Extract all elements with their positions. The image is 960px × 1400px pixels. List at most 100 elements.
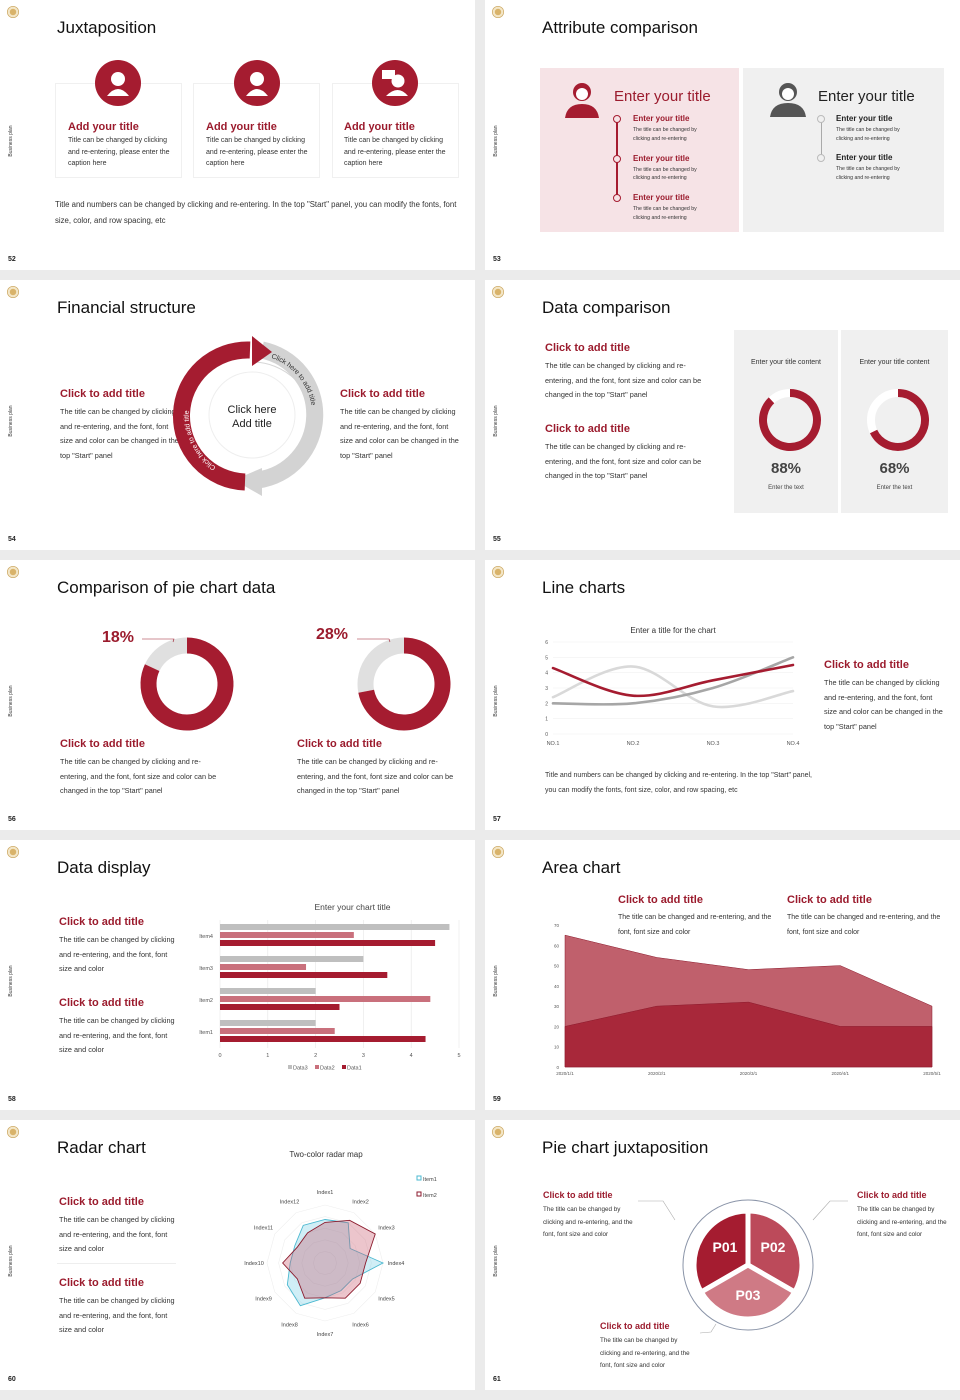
user-icon bbox=[234, 60, 280, 106]
page-number: 52 bbox=[8, 256, 16, 263]
x-tick-label: NO.4 bbox=[787, 741, 800, 747]
page-number: 59 bbox=[493, 1096, 501, 1103]
donut-value-arc bbox=[759, 389, 821, 451]
item-title: Enter your title bbox=[633, 193, 690, 202]
bar-chart: 0 1 2 3 4 5 Item1 Item2 Item3 Item4 Data3 Data2 Data… bbox=[199, 920, 461, 1072]
block-title: Click to add title bbox=[60, 388, 145, 400]
x-tick-label: 3 bbox=[362, 1053, 365, 1059]
x-tick-label: 2 bbox=[314, 1053, 317, 1059]
chart-title: Enter a title for the chart bbox=[630, 626, 716, 635]
slide-title: Financial structure bbox=[57, 298, 196, 317]
timeline-line bbox=[821, 119, 822, 158]
slide-title: Area chart bbox=[542, 858, 621, 877]
slide-60[interactable]: Business plan 60 Radar chart Click to ad… bbox=[0, 1120, 475, 1390]
connector-line bbox=[699, 1323, 717, 1334]
slide-title: Pie chart juxtaposition bbox=[542, 1138, 709, 1157]
slide-52[interactable]: Business plan 52 Juxtaposition Add your … bbox=[0, 0, 475, 270]
divider bbox=[57, 1263, 176, 1264]
y-tick-label: Item2 bbox=[199, 998, 213, 1004]
pie-segment-p03 bbox=[697, 1262, 799, 1322]
radar-chart: Index1 Index2 Index3 Index4 Index5 Index6 Inde… bbox=[244, 1175, 437, 1338]
slide-title: Data comparison bbox=[542, 298, 671, 317]
block-title: Click to add title bbox=[545, 342, 630, 354]
radar-grid bbox=[278, 1216, 372, 1310]
pie-slice-red bbox=[358, 637, 451, 731]
radar-grid bbox=[301, 1239, 349, 1287]
radar-axis-label: Index10 bbox=[244, 1261, 264, 1267]
slide-61[interactable]: Business plan 61 Pie chart juxtaposition… bbox=[485, 1120, 960, 1390]
red-arc[interactable] bbox=[172, 341, 251, 491]
timeline-dot bbox=[613, 154, 621, 163]
block-text: The title can be changed by clicking and… bbox=[60, 757, 217, 795]
item-title: Enter your title bbox=[633, 114, 690, 123]
block-text: The title can be changed by clicking and… bbox=[59, 1215, 175, 1253]
percent-value: 68% bbox=[879, 460, 910, 477]
bar-data2 bbox=[220, 964, 307, 970]
logo-icon bbox=[492, 1126, 504, 1138]
block-title: Click to add title bbox=[59, 916, 144, 928]
radar-grid bbox=[313, 1251, 337, 1275]
block-text: The title can be changed by clicking and… bbox=[545, 361, 702, 399]
x-tick-label: 5 bbox=[457, 1053, 460, 1059]
card-caption: Enter the text bbox=[768, 485, 804, 491]
pie-label: 18% bbox=[102, 629, 135, 646]
gray-arrowhead bbox=[234, 468, 262, 496]
bar-data2 bbox=[220, 996, 431, 1002]
y-tick-label: 30 bbox=[554, 1004, 560, 1009]
block-title: Click to add title bbox=[297, 738, 382, 750]
slide-59[interactable]: Business plan 59 Area chart 0 10 20 30 40 50 6… bbox=[485, 840, 960, 1110]
slide-57[interactable]: Business plan 57 Line charts Enter a tit… bbox=[485, 560, 960, 830]
y-tick-label: 0 bbox=[545, 732, 548, 738]
y-tick-label: 60 bbox=[554, 943, 560, 948]
radar-series-item2 bbox=[282, 1219, 376, 1299]
center-circle[interactable] bbox=[208, 371, 296, 459]
y-tick-label: 4 bbox=[545, 671, 548, 677]
red-arrowhead bbox=[252, 336, 272, 366]
slide-58[interactable]: Business plan 58 Data display Click to a… bbox=[0, 840, 475, 1110]
businessman-icon bbox=[770, 83, 806, 117]
block-title: Click to add title bbox=[59, 1277, 144, 1289]
bar-data3 bbox=[220, 988, 316, 994]
slide-53[interactable]: Business plan 53 Attribute comparison En… bbox=[485, 0, 960, 270]
segment-label: P02 bbox=[761, 1239, 786, 1255]
y-tick-label: 70 bbox=[554, 923, 560, 928]
legend-label: Data1 bbox=[347, 1066, 362, 1072]
y-tick-label: 0 bbox=[556, 1065, 559, 1070]
segment-label: P03 bbox=[736, 1287, 761, 1303]
item-text: The title can be changed by clicking and… bbox=[633, 166, 697, 182]
slide-title: Data display bbox=[57, 858, 151, 877]
slide-54[interactable]: Business plan 54 Financial structure Cli… bbox=[0, 280, 475, 550]
slide-title: Comparison of pie chart data bbox=[57, 578, 276, 597]
card-heading: Enter your title content bbox=[859, 359, 930, 366]
bar-data1 bbox=[220, 940, 436, 946]
legend-swatch bbox=[416, 1175, 422, 1181]
line-series-2 bbox=[551, 665, 795, 709]
block-title: Click to add title bbox=[340, 388, 425, 400]
side-label: Business plan bbox=[493, 125, 499, 157]
segmented-pie: P01 P02 P03 bbox=[638, 1199, 848, 1334]
legend-swatch bbox=[342, 1065, 346, 1069]
slide-56[interactable]: Business plan 56 Comparison of pie chart… bbox=[0, 560, 475, 830]
radar-axis-label: Index5 bbox=[378, 1297, 395, 1303]
page-number: 58 bbox=[8, 1096, 16, 1103]
slide-55[interactable]: Business plan 55 Data comparison Click t… bbox=[485, 280, 960, 550]
timeline-dot bbox=[817, 115, 825, 123]
block-title: Click to add title bbox=[600, 1321, 670, 1331]
y-tick-label: 6 bbox=[545, 640, 548, 646]
block-text: The title can be changed and re-entering… bbox=[618, 914, 772, 936]
block-text: The title can be changed by clicking and… bbox=[543, 1206, 633, 1239]
item-text: The title can be changed by clicking and… bbox=[836, 127, 900, 142]
bar-data3 bbox=[220, 924, 450, 930]
radar-axis-label: Index3 bbox=[378, 1226, 395, 1232]
outer-ring bbox=[682, 1199, 814, 1331]
logo-icon bbox=[492, 566, 504, 578]
card-heading: Enter your title content bbox=[750, 359, 822, 366]
legend-label: Data2 bbox=[320, 1066, 335, 1072]
gray-arc[interactable] bbox=[256, 341, 324, 489]
footer-text: Title and numbers can be changed by clic… bbox=[55, 200, 457, 225]
page-number: 60 bbox=[8, 1376, 16, 1383]
y-tick-label: 1 bbox=[545, 717, 548, 723]
slide-title: Radar chart bbox=[57, 1138, 146, 1157]
y-tick-label: 3 bbox=[545, 686, 548, 692]
y-tick-label: Item4 bbox=[199, 934, 213, 940]
